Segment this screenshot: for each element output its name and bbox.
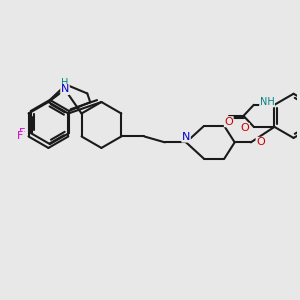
Text: O: O [224,117,233,127]
Text: H: H [61,78,69,88]
Text: NH: NH [260,97,274,107]
Text: F: F [19,128,25,138]
Text: O: O [241,123,249,134]
Text: O: O [256,137,265,147]
Text: N: N [182,132,190,142]
Text: F: F [17,131,23,142]
Text: N: N [61,85,69,94]
